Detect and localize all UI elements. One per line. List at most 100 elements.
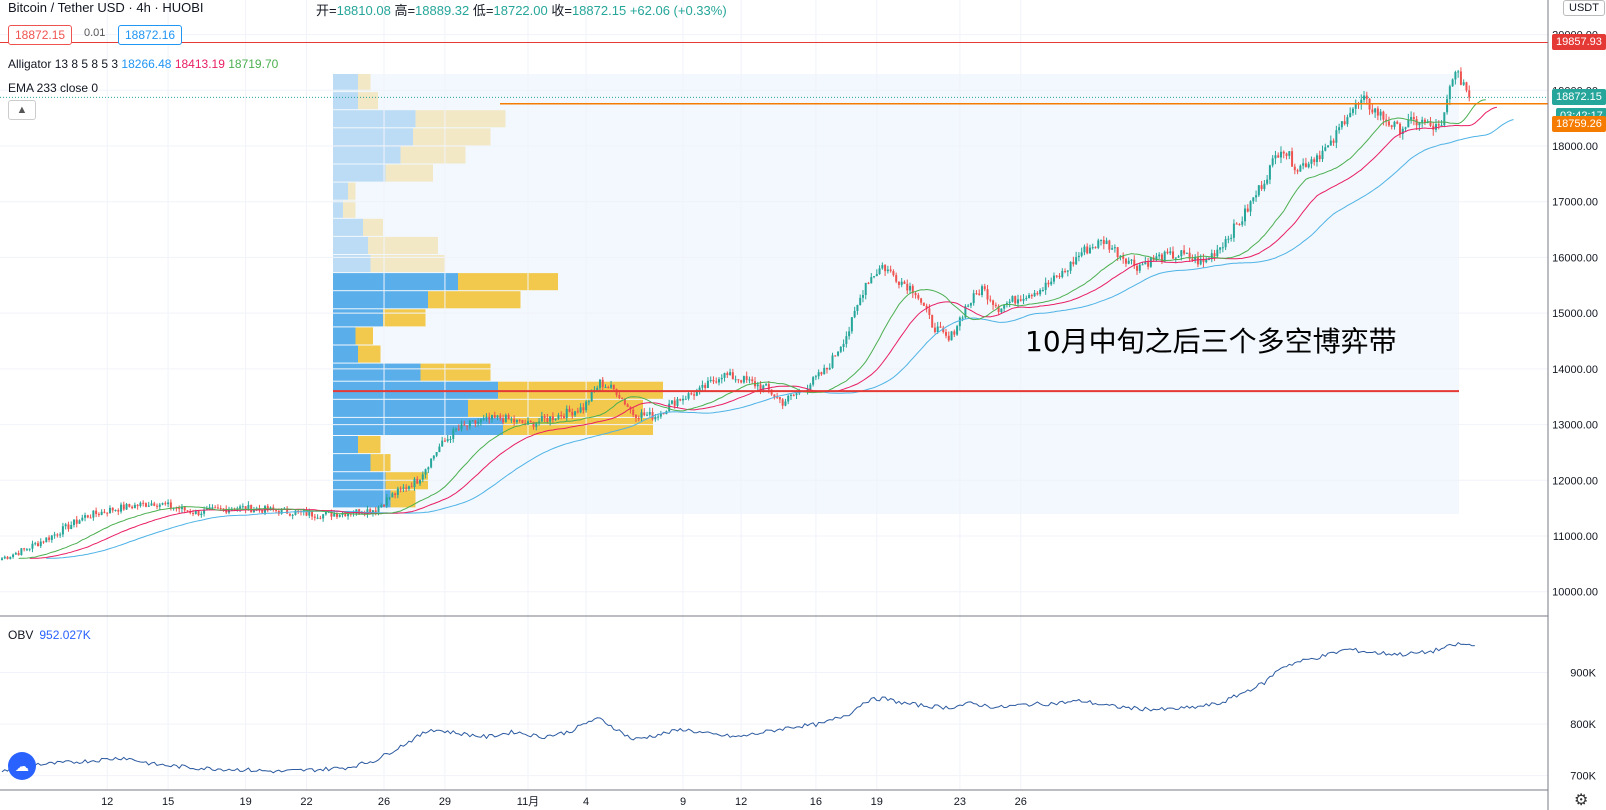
candle-body (164, 503, 167, 505)
candle-body (349, 513, 352, 515)
candle-body (1080, 252, 1083, 256)
candle-body (1105, 240, 1108, 244)
candle-body (1374, 108, 1377, 113)
time-axis[interactable]: 12 15 19 22 26 29 11月 4 9 12 16 19 23 26 (101, 796, 1027, 808)
candle-body (1313, 159, 1316, 162)
symbol-title[interactable]: Bitcoin / Tether USD · 4h · HUOBI (8, 0, 204, 15)
candle-body (897, 281, 900, 285)
candle-body (117, 509, 120, 512)
time-tick-label: 19 (871, 796, 883, 808)
candle-body (634, 414, 637, 418)
candle-body (1293, 166, 1296, 171)
candle-body (1133, 259, 1136, 266)
candle-body (214, 507, 217, 509)
candle-body (878, 268, 881, 275)
candle-body (1, 558, 3, 561)
candle-body (1468, 90, 1471, 98)
volume-profile-down-bar (370, 255, 446, 273)
tradingview-logo[interactable]: ☁ (8, 752, 36, 780)
candle-body (756, 384, 759, 387)
candle-body (197, 510, 200, 516)
candle-body (795, 393, 798, 396)
alligator-legend[interactable]: Alligator 13 8 5 8 5 3 18266.48 18413.19… (8, 57, 278, 71)
candle-body (643, 412, 646, 416)
candle-body (945, 332, 948, 336)
candle-body (78, 520, 81, 524)
candle-body (510, 419, 513, 421)
volume-profile-up-bar (333, 399, 468, 417)
candle-body (72, 519, 75, 526)
candle-body (125, 504, 128, 510)
candle-body (288, 513, 291, 516)
currency-label[interactable]: USDT (1563, 0, 1605, 16)
candle-body (1166, 251, 1169, 254)
chart-annotation[interactable]: 10月中旬之后三个多空博弈带 (1025, 325, 1397, 358)
candle-body (1376, 108, 1379, 116)
candle-body (975, 293, 978, 295)
candle-body (590, 391, 593, 402)
candle-body (1185, 252, 1188, 254)
candle-body (443, 440, 446, 442)
candle-body (1382, 111, 1385, 120)
candle-body (391, 493, 394, 498)
candle-body (438, 446, 441, 453)
candle-body (936, 326, 939, 332)
candle-body (792, 394, 795, 396)
candle-body (712, 380, 715, 382)
candle-body (1039, 290, 1042, 295)
obv-tick-label: 800K (1570, 719, 1596, 731)
candle-body (1119, 255, 1122, 257)
candle-body (344, 513, 347, 517)
candle-body (576, 411, 579, 413)
time-tick-label: 12 (101, 796, 113, 808)
candle-body (989, 299, 992, 301)
candle-body (596, 387, 599, 391)
candle-body (778, 397, 781, 400)
candle-body (1423, 119, 1426, 123)
volume-profile-up-bar (333, 146, 401, 164)
ema-legend[interactable]: EMA 233 close 0 (8, 81, 99, 95)
obv-axis[interactable]: 700K 800K 900K (1570, 667, 1596, 782)
candle-body (1279, 151, 1282, 158)
candle-body (493, 415, 496, 418)
candle-body (1003, 304, 1006, 309)
candle-body (371, 510, 374, 514)
volume-profile-up-bar (333, 363, 421, 381)
candle-body (579, 407, 582, 413)
candle-body (1457, 71, 1460, 73)
candle-body (1169, 251, 1172, 254)
price-tick-label: 17000.00 (1552, 197, 1598, 209)
candle-body (200, 513, 203, 516)
candle-body (668, 403, 671, 412)
candle-body (1028, 295, 1031, 298)
obv-legend[interactable]: OBV 952.027K (8, 628, 91, 642)
obv-value: 952.027K (39, 628, 91, 642)
candle-body (1304, 163, 1307, 168)
candle-body (684, 398, 687, 400)
candle-body (535, 423, 538, 427)
candle-body (1202, 258, 1205, 263)
candle-body (765, 384, 768, 386)
buy-button[interactable]: 18872.16 (118, 25, 183, 45)
sell-button[interactable]: 18872.15 (8, 25, 73, 45)
volume-profile-down-bar (413, 128, 491, 146)
candle-body (693, 394, 696, 396)
candle-body (86, 515, 89, 518)
candle-body (856, 305, 859, 311)
candle-body (914, 293, 917, 296)
candle-body (369, 509, 372, 514)
candle-body (823, 367, 826, 375)
gear-icon[interactable]: ⚙ (1574, 792, 1589, 809)
candle-body (488, 416, 491, 420)
change-value: +62.06 (+0.33%) (629, 3, 727, 18)
candle-body (219, 508, 222, 510)
volume-profile-up-bar (333, 128, 413, 146)
candle-body (690, 393, 693, 395)
volume-profile-down-bar (358, 74, 371, 92)
candle-body (1407, 119, 1410, 128)
candle-body (953, 331, 956, 335)
collapse-legend-button[interactable]: ▲ (8, 100, 36, 120)
candle-body (992, 300, 995, 305)
candle-body (1302, 163, 1305, 166)
